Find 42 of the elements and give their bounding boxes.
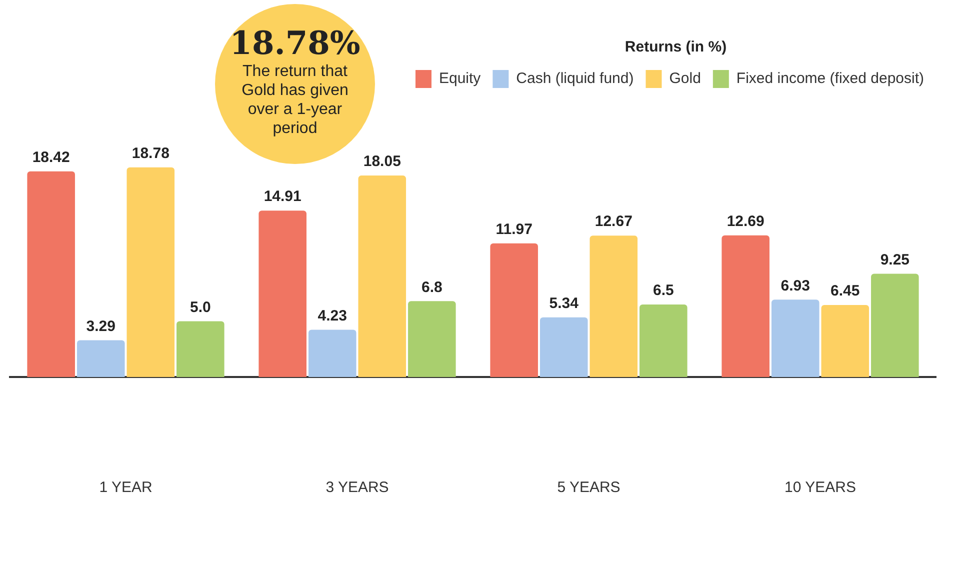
legend-label: Equity	[438, 70, 482, 88]
bar	[126, 167, 175, 377]
legend-title: Returns (in %)	[624, 38, 727, 56]
data-label: 9.25	[880, 251, 910, 268]
x-tick-label: 1 YEAR	[99, 479, 152, 496]
x-tick-label: 5 YEARS	[557, 479, 620, 496]
data-label: 3.29	[86, 318, 116, 335]
bar	[871, 274, 919, 377]
bar	[76, 340, 125, 377]
bar	[308, 330, 356, 377]
data-label: 6.93	[780, 277, 810, 294]
data-label: 6.5	[652, 282, 674, 300]
data-label: 6.8	[421, 278, 442, 296]
bar	[27, 171, 75, 377]
data-label: 14.91	[264, 188, 302, 206]
legend-label: Cash (liquid fund)	[516, 70, 634, 88]
text: 18.78% The return that Gold has given over a 1-year period	[228, 24, 362, 138]
bar	[258, 210, 306, 377]
data-label: 18.42	[32, 149, 70, 166]
data-label: 5.0	[190, 298, 211, 316]
x-tick-label: 10 YEARS	[784, 479, 856, 496]
bar	[358, 176, 406, 377]
bar	[640, 304, 688, 377]
legend-label: Gold	[669, 70, 701, 88]
data-label: 11.97	[496, 221, 532, 238]
bar	[722, 235, 770, 377]
bar	[590, 236, 638, 377]
bar	[771, 300, 820, 377]
bar	[408, 301, 456, 377]
x-tick-label: 3 YEARS	[326, 479, 389, 496]
bar	[821, 305, 870, 377]
data-label: 18.78	[132, 145, 170, 162]
data-label: 18.05	[363, 153, 401, 170]
data-label: 5.34	[549, 295, 580, 312]
data-label: 12.69	[726, 213, 764, 230]
data-label: 4.23	[318, 307, 347, 324]
data-label: 12.67	[594, 213, 632, 230]
legend-label: Fixed income (fixed deposit)	[736, 70, 924, 88]
bar	[540, 317, 588, 377]
bar	[490, 243, 538, 377]
bar	[176, 321, 224, 377]
data-label: 6.45	[830, 282, 860, 300]
